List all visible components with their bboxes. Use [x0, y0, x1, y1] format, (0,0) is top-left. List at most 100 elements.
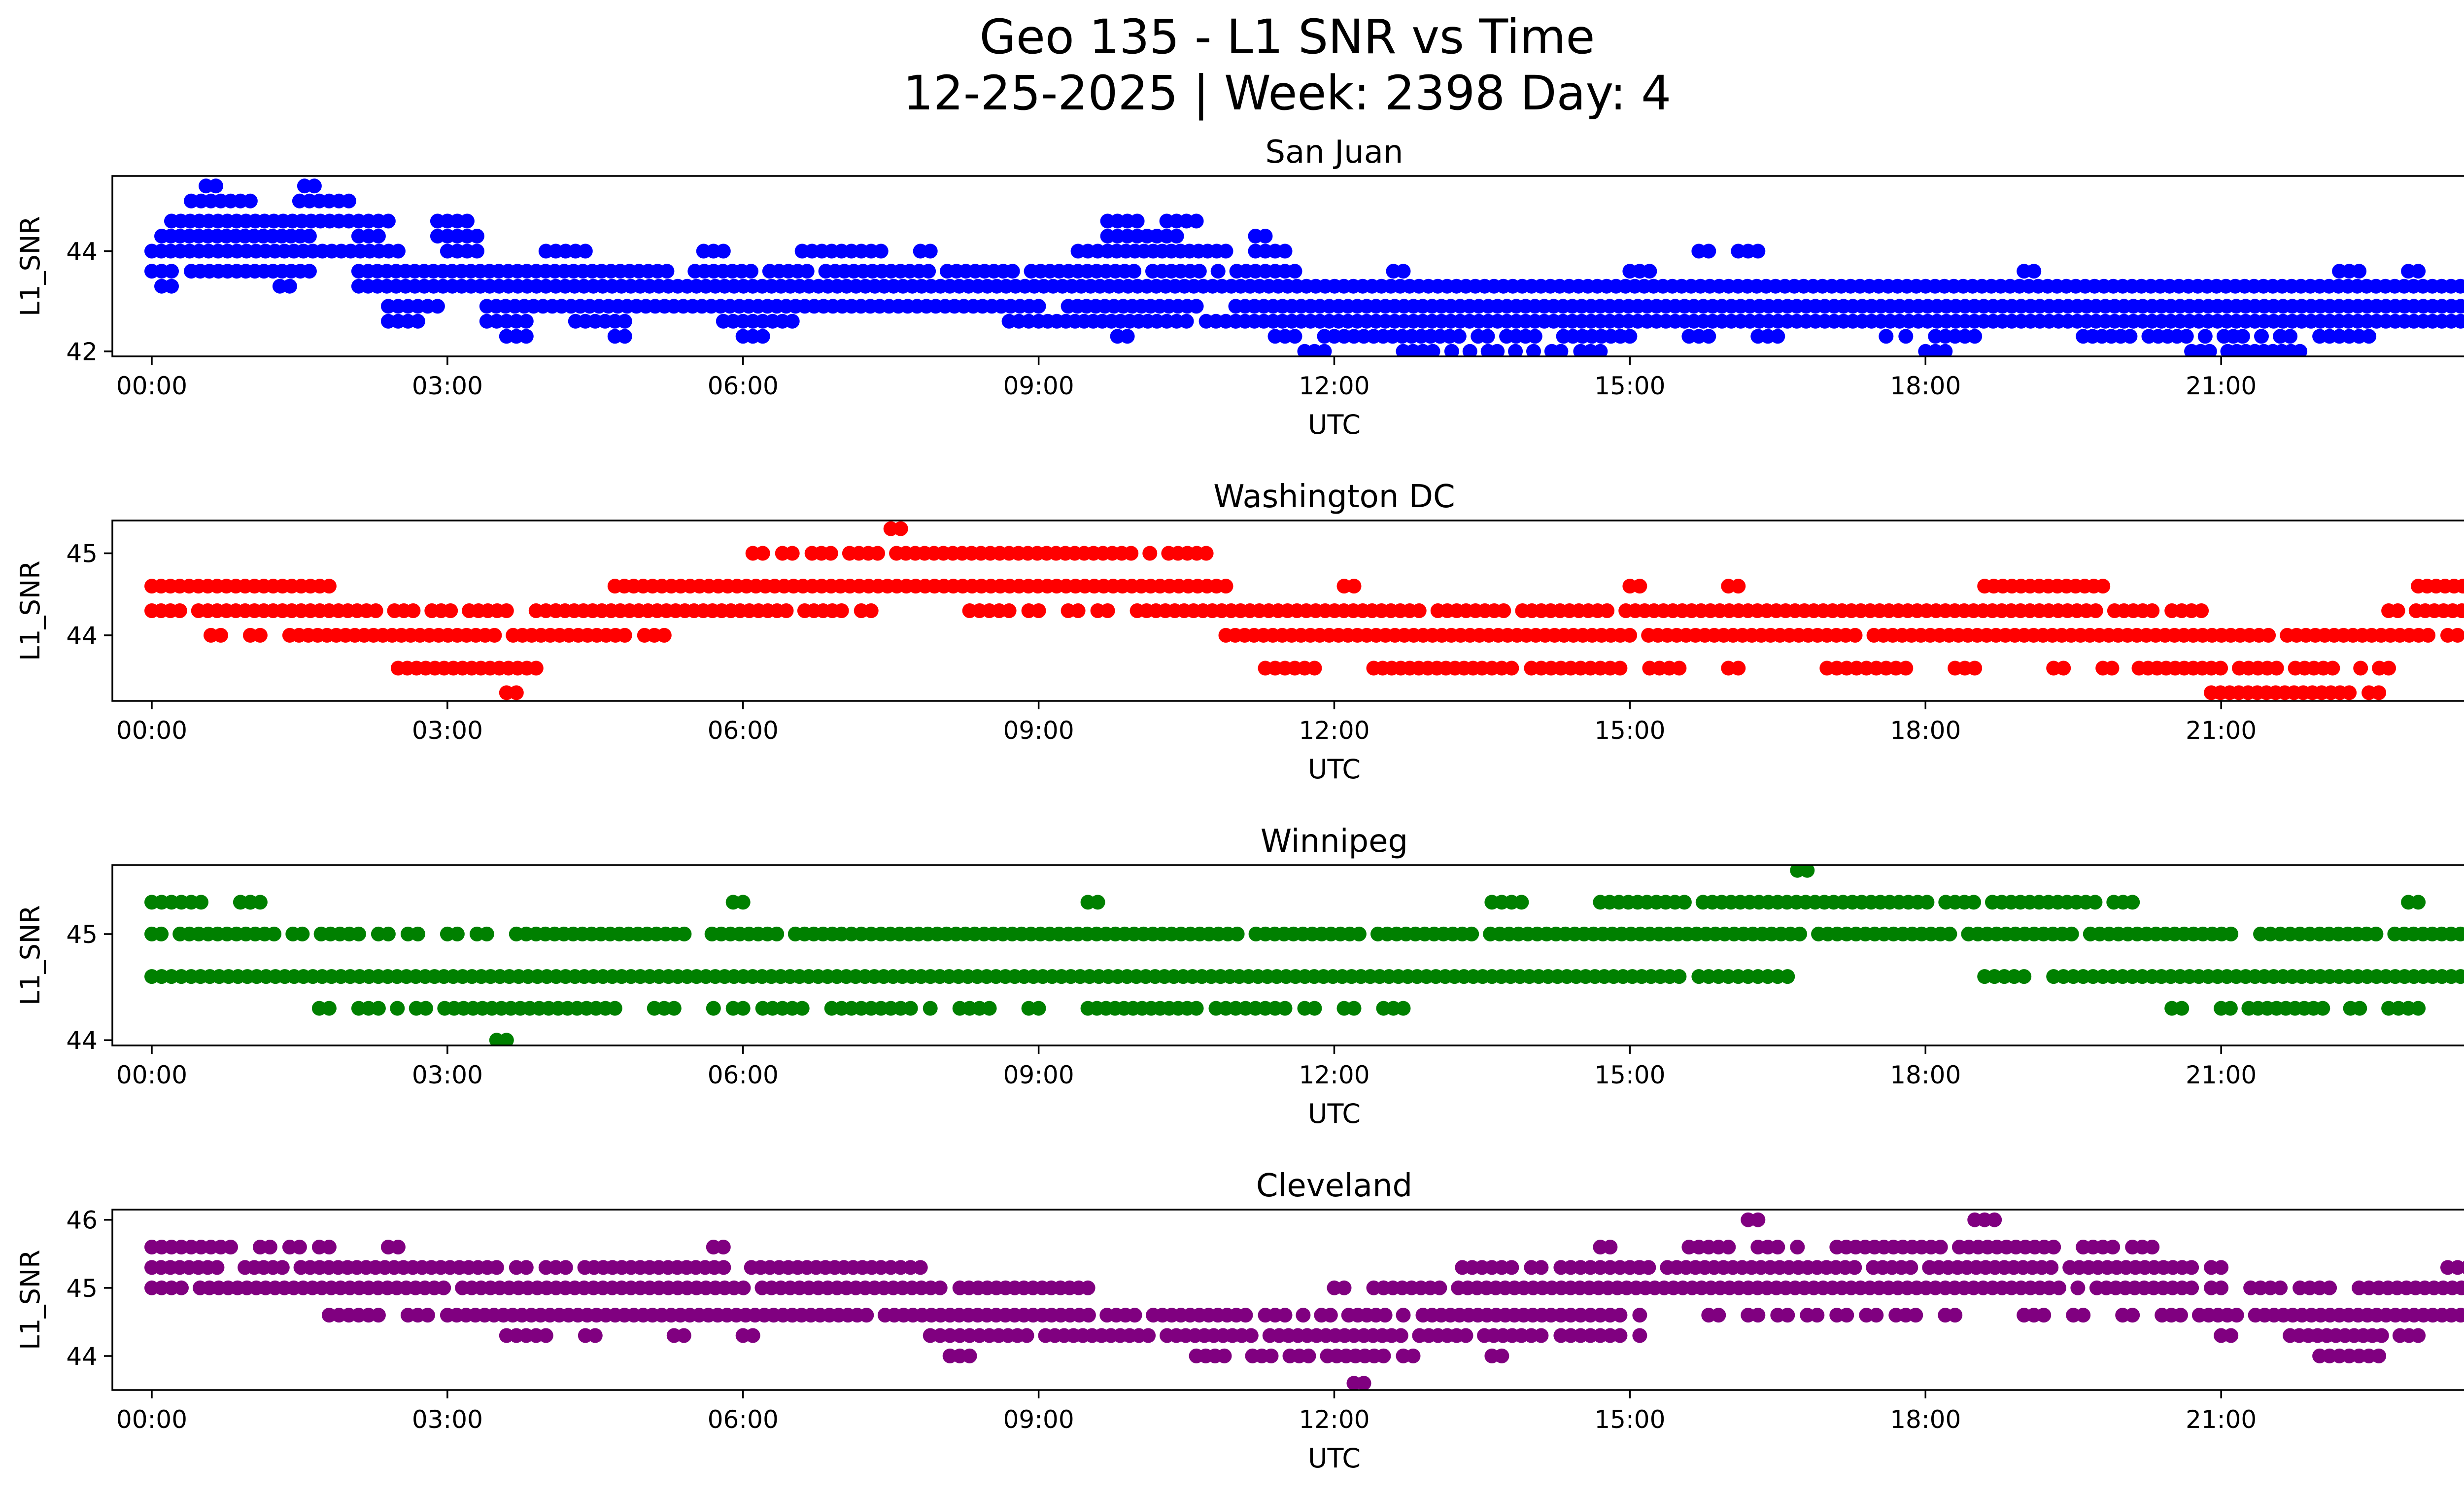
data-point	[242, 193, 258, 209]
data-point	[1264, 1348, 1279, 1363]
data-point	[1258, 229, 1273, 243]
data-point	[932, 1280, 948, 1295]
data-point	[518, 1260, 534, 1275]
data-point	[2342, 685, 2357, 700]
subplot: Washington DC 00:00 03:00 06:00 09:00 12:00 15…	[15, 479, 2464, 785]
data-point	[2368, 926, 2384, 941]
data-point	[1641, 1260, 1656, 1275]
data-point	[1189, 299, 1204, 314]
data-point	[1243, 1328, 1259, 1343]
data-point	[2261, 627, 2276, 643]
data-point	[1731, 579, 1746, 594]
data-point	[509, 685, 524, 700]
data-point	[380, 926, 396, 941]
data-point	[1238, 1308, 1253, 1323]
data-point	[469, 229, 484, 243]
data-point	[1005, 264, 1020, 279]
data-point	[282, 278, 297, 294]
data-point	[656, 627, 672, 643]
subplot-title: Cleveland	[1256, 1168, 1412, 1204]
y-tick-label: 45	[66, 1274, 98, 1303]
data-point	[489, 1260, 504, 1275]
data-point	[716, 243, 731, 259]
data-point	[2361, 329, 2377, 344]
data-point	[1277, 243, 1293, 259]
x-tick-label: 18:00	[1890, 1405, 1961, 1434]
x-axis-label: UTC	[1308, 1098, 1361, 1129]
data-point	[2455, 579, 2464, 594]
x-tick-label: 21:00	[2186, 1061, 2257, 1089]
x-tick-label: 00:00	[116, 716, 187, 745]
data-point	[2352, 264, 2367, 279]
data-point	[2036, 1308, 2052, 1323]
data-point	[1770, 1240, 1785, 1254]
data-point	[921, 264, 936, 279]
data-point	[1393, 1328, 1408, 1343]
data-point	[1411, 603, 1427, 618]
data-point	[194, 895, 208, 910]
data-point	[213, 627, 228, 643]
data-point	[1277, 1308, 1293, 1323]
data-point	[1721, 1240, 1736, 1254]
data-point	[1142, 546, 1158, 561]
data-point	[292, 1240, 307, 1254]
data-point	[252, 627, 268, 643]
x-tick-label: 09:00	[1003, 372, 1074, 400]
data-point	[499, 603, 514, 618]
data-point	[769, 926, 785, 941]
data-point	[2179, 329, 2194, 344]
x-tick-label: 15:00	[1594, 1405, 1665, 1434]
data-point	[2070, 1280, 2086, 1295]
data-point	[302, 264, 317, 279]
data-point	[1230, 926, 1245, 941]
x-tick-label: 03:00	[412, 1061, 483, 1089]
data-point	[2411, 1328, 2426, 1343]
data-point	[2104, 661, 2120, 676]
data-point	[1642, 264, 1657, 279]
data-point	[1323, 1308, 1338, 1323]
data-point	[1534, 1260, 1549, 1275]
data-point	[1919, 895, 1935, 910]
data-point	[2462, 929, 2464, 939]
data-point	[1933, 1240, 1948, 1254]
data-point	[2462, 281, 2464, 291]
data-point	[785, 546, 800, 561]
x-tick-label: 12:00	[1299, 372, 1369, 400]
y-tick-label: 44	[66, 238, 98, 266]
data-point	[716, 1260, 731, 1275]
data-point	[1346, 1001, 1362, 1016]
data-point	[1677, 895, 1692, 910]
data-point	[1301, 1348, 1316, 1363]
data-point	[2214, 1280, 2229, 1295]
data-point	[1504, 1260, 1519, 1275]
data-point	[558, 1260, 573, 1275]
data-point	[430, 299, 445, 314]
data-point	[745, 1328, 760, 1343]
data-point	[2325, 661, 2340, 676]
data-point	[2371, 1348, 2387, 1363]
subplot: Cleveland 00:00 03:00 06:00 09:00 12:00 15:00 1…	[15, 1168, 2464, 1474]
data-point	[1019, 1328, 1034, 1343]
data-point	[587, 1328, 603, 1343]
data-point	[1792, 926, 1807, 941]
data-point	[1600, 603, 1615, 618]
data-point	[1898, 661, 1914, 676]
data-point	[870, 546, 885, 561]
data-point	[1879, 329, 1894, 344]
data-point	[371, 1001, 386, 1016]
data-point	[1750, 1308, 1766, 1323]
data-point	[479, 926, 494, 941]
data-point	[1672, 969, 1687, 984]
data-point	[1848, 627, 1863, 643]
data-point	[1908, 1308, 1923, 1323]
data-point	[208, 178, 223, 194]
data-point	[1966, 895, 1982, 910]
data-point	[252, 895, 268, 910]
data-point	[2076, 1308, 2091, 1323]
data-point	[1731, 661, 1746, 676]
y-tick-label: 45	[66, 540, 98, 568]
data-point	[2194, 603, 2209, 618]
data-points	[144, 178, 2464, 356]
data-point	[1480, 329, 1495, 344]
